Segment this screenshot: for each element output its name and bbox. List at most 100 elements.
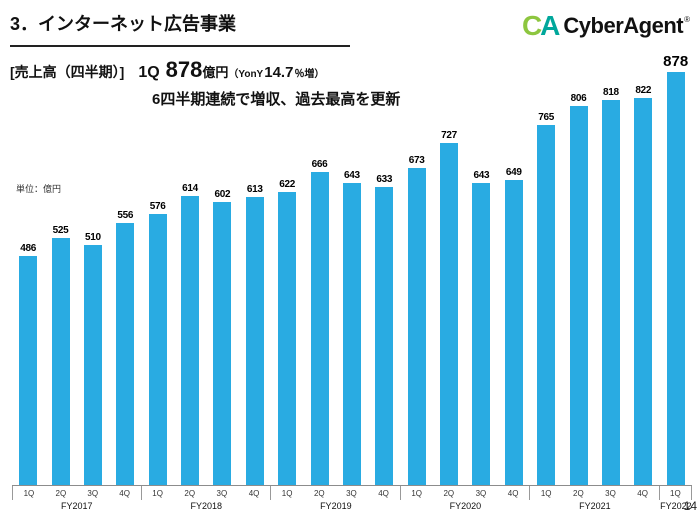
quarter-label: 1Q (281, 488, 293, 498)
quarter-label: 2Q (55, 488, 67, 498)
bar-value-label: 486 (20, 243, 37, 254)
quarter-label-row: 1Q 2Q 3Q 4Q (271, 486, 401, 500)
bar-value-label: 673 (408, 155, 425, 166)
quarter-label: 1Q (411, 488, 422, 498)
logo-letter-a: A (540, 10, 560, 41)
axis-year-group: 1Q 2Q 3Q 4Q FY2021 (530, 486, 660, 511)
headline-line2: 6四半期連続で増収、過去最高を更新 (152, 91, 401, 108)
bar-value-label: 727 (441, 130, 457, 141)
revenue-bar (181, 196, 200, 485)
bar-value-label: 556 (117, 210, 134, 221)
unit-label: 単位：億円 (16, 184, 62, 194)
revenue-bar (310, 172, 329, 485)
fiscal-year-label: FY2017 (61, 501, 93, 511)
revenue-bar (537, 125, 556, 485)
quarter-label: 3Q (346, 488, 357, 498)
bar-value-label: 818 (603, 87, 619, 98)
ca-logo-icon: CA (521, 10, 560, 41)
revenue-bar (440, 143, 459, 485)
quarter-label: 1Q (23, 488, 35, 498)
bar-value-label: 576 (149, 201, 166, 212)
bar-value-label: 765 (538, 112, 555, 123)
bar-column: 556 (109, 210, 141, 485)
headline: [売上高（四半期）] 1Q 878 億円 （YonY 14.7 ％増） 6四半期… (10, 57, 400, 109)
chart-plot: 486 525 510 556 576 614 602 613 622 666 643 633 673 7… (12, 53, 692, 486)
quarter-label: 2Q (184, 488, 196, 498)
bar-value-label: 525 (52, 225, 69, 236)
quarter-label-row: 1Q 2Q 3Q 4Q (530, 486, 660, 500)
headline-yoy-suffix: ％増） (294, 69, 325, 80)
axis-year-group: 1Q FY2022 (660, 486, 693, 511)
axis-year-group: 1Q 2Q 3Q 4Q FY2020 (401, 486, 531, 511)
logo-wordmark: CyberAgent (563, 13, 684, 38)
quarter-label: 2Q (573, 488, 584, 498)
page-number: 14 (683, 499, 697, 513)
fiscal-year-label: FY2019 (320, 501, 352, 511)
bar-value-label: 622 (279, 179, 296, 190)
fiscal-year-label: FY2018 (190, 501, 223, 511)
logo-letter-c: C (521, 10, 542, 41)
quarter-label-row: 1Q (660, 486, 693, 500)
quarter-label: 2Q (313, 488, 325, 498)
bar-value-label: 666 (311, 159, 328, 170)
slide-header: 3．インターネット広告事業 CA CyberAgent ® (10, 10, 690, 47)
quarter-label-row: 1Q 2Q 3Q 4Q (401, 486, 531, 500)
headline-yoy-value: 14.7 (264, 64, 294, 81)
bar-column: 643 (336, 170, 368, 485)
bar-value-label: 613 (246, 184, 263, 195)
bar-column: 666 (303, 159, 335, 485)
headline-unit: 億円 (202, 65, 229, 80)
axis-year-group: 1Q 2Q 3Q 4Q FY2018 (142, 486, 272, 511)
bar-column: 576 (142, 201, 174, 485)
registered-trademark-icon: ® (684, 15, 690, 24)
quarter-label: 3Q (605, 488, 616, 498)
revenue-bar (83, 245, 102, 485)
quarter-label: 4Q (248, 488, 260, 498)
quarter-label: 4Q (507, 488, 519, 498)
revenue-bar (375, 187, 394, 485)
revenue-bar (19, 256, 38, 485)
quarter-label-row: 1Q 2Q 3Q 4Q (12, 486, 142, 500)
fiscal-year-label: FY2020 (449, 501, 482, 511)
bar-column: 486 (12, 243, 44, 485)
fiscal-year-label: FY2021 (579, 501, 611, 511)
bar-column: 602 (206, 189, 238, 485)
bar-value-label: 602 (214, 189, 231, 200)
axis-year-group: 1Q 2Q 3Q 4Q FY2017 (12, 486, 142, 511)
bar-value-label: 649 (505, 167, 522, 178)
quarter-label: 3Q (87, 488, 99, 498)
quarter-label: 1Q (670, 488, 681, 498)
bar-value-label: 643 (344, 170, 360, 181)
bar-value-label: 878 (663, 53, 689, 70)
quarterly-revenue-chart: 486 525 510 556 576 614 602 613 622 666 643 633 673 7… (12, 53, 693, 513)
bar-column: 613 (239, 184, 271, 485)
headline-value: 878 (165, 57, 203, 82)
cyberagent-logo: CA CyberAgent ® (522, 12, 690, 40)
revenue-bar (116, 223, 135, 485)
bar-value-label: 806 (570, 93, 587, 104)
revenue-bar (213, 202, 232, 485)
bar-column: 614 (174, 183, 206, 485)
revenue-bar (148, 214, 167, 485)
quarter-label: 1Q (540, 488, 552, 498)
bar-column: 727 (433, 130, 465, 485)
bar-column: 649 (498, 167, 530, 485)
revenue-bar (407, 168, 426, 485)
revenue-bar (342, 183, 361, 485)
quarter-label-row: 1Q 2Q 3Q 4Q (142, 486, 272, 500)
headline-line1: [売上高（四半期）] 1Q 878 億円 （YonY 14.7 ％増） (10, 57, 400, 83)
quarter-label: 3Q (216, 488, 228, 498)
quarter-label: 4Q (119, 488, 130, 498)
revenue-bar (472, 183, 491, 485)
bar-column: 643 (465, 170, 497, 485)
revenue-bar (666, 72, 685, 485)
bar-column: 673 (401, 155, 433, 485)
bar-column: 633 (368, 174, 400, 485)
quarter-label: 1Q (152, 488, 163, 498)
revenue-bar (601, 100, 620, 485)
bar-value-label: 633 (376, 174, 393, 185)
bar-column: 765 (530, 112, 562, 485)
headline-label: [売上高（四半期）] (10, 64, 125, 80)
bar-column: 525 (44, 225, 76, 485)
bar-column: 878 (660, 53, 692, 485)
